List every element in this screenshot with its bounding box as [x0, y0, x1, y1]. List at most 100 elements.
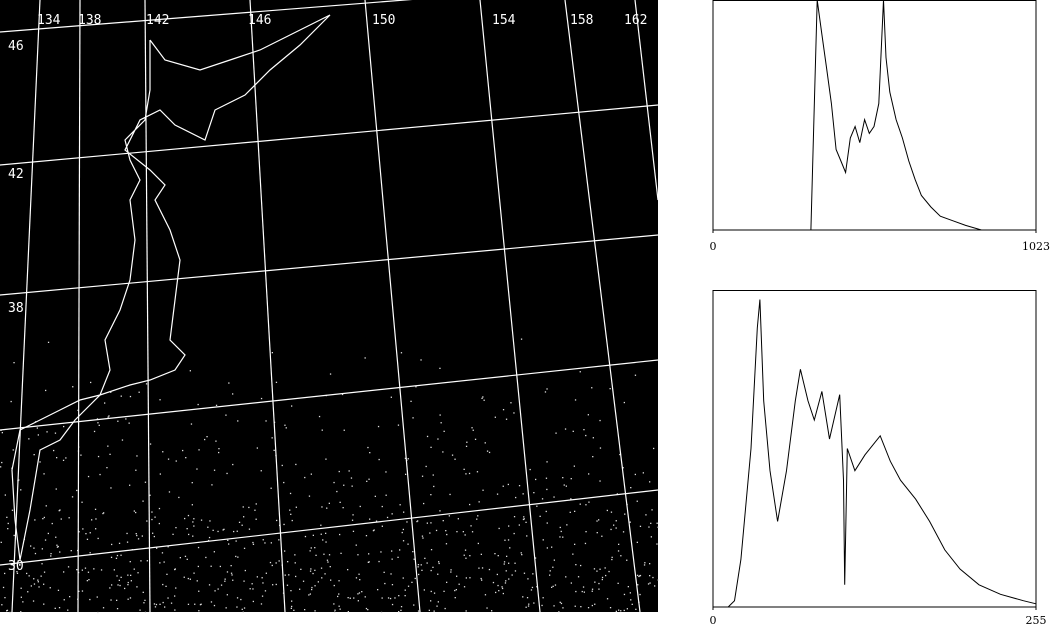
noise-speck [585, 531, 587, 533]
noise-speck [228, 382, 230, 384]
noise-speck [93, 430, 96, 433]
noise-speck [41, 563, 43, 565]
noise-speck [513, 412, 515, 414]
noise-speck [334, 611, 336, 613]
noise-speck [121, 439, 124, 441]
noise-speck [364, 596, 366, 598]
noise-speck [368, 561, 370, 563]
noise-speck [166, 573, 168, 575]
noise-speck [70, 550, 72, 552]
noise-speck [523, 572, 526, 574]
noise-speck [483, 399, 485, 401]
noise-speck [574, 399, 577, 401]
noise-speck [69, 596, 71, 598]
noise-speck [43, 583, 45, 585]
noise-speck [143, 602, 145, 604]
histogram: 0 255 [710, 290, 1047, 627]
noise-speck [309, 593, 311, 595]
noise-speck [153, 535, 155, 538]
noise-speck [84, 567, 87, 569]
noise-speck [528, 603, 530, 605]
noise-speck [559, 536, 561, 538]
noise-speck [643, 564, 646, 566]
noise-speck [67, 566, 70, 568]
noise-speck [617, 582, 619, 584]
noise-speck [364, 357, 366, 359]
noise-speck [422, 537, 424, 539]
noise-speck [41, 548, 43, 550]
noise-speck [563, 484, 565, 486]
noise-speck [6, 516, 8, 518]
noise-speck [314, 547, 316, 549]
noise-speck [551, 586, 553, 588]
noise-speck [369, 518, 371, 520]
histogram-line [713, 299, 1037, 608]
noise-speck [198, 590, 200, 592]
noise-speck [587, 607, 590, 609]
noise-speck [613, 524, 615, 526]
noise-speck [76, 569, 78, 571]
noise-speck [629, 521, 631, 523]
noise-speck [455, 589, 457, 591]
noise-speck [397, 556, 399, 558]
noise-speck [284, 424, 286, 426]
noise-speck [380, 611, 383, 614]
noise-speck [469, 577, 471, 579]
noise-speck [290, 590, 292, 592]
noise-speck [320, 533, 322, 535]
noise-speck [308, 495, 311, 497]
noise-speck [76, 489, 78, 492]
noise-speck [291, 605, 293, 608]
noise-speck [544, 391, 547, 393]
noise-speck [126, 541, 129, 543]
noise-speck [437, 438, 439, 440]
noise-speck [206, 436, 208, 438]
noise-speck [351, 485, 353, 487]
noise-speck [43, 571, 46, 573]
noise-speck [482, 489, 484, 491]
noise-speck [338, 605, 340, 607]
noise-speck [304, 476, 306, 479]
meridian [249, 0, 286, 613]
noise-speck [43, 603, 45, 605]
noise-speck [56, 457, 58, 459]
noise-speck [97, 422, 99, 424]
noise-speck [404, 595, 406, 597]
noise-speck [535, 478, 537, 481]
noise-speck [107, 445, 109, 447]
noise-speck [86, 580, 88, 582]
noise-speck [185, 457, 187, 459]
noise-speck [599, 419, 601, 422]
noise-speck [403, 511, 405, 513]
noise-speck [235, 540, 237, 542]
noise-speck [6, 609, 9, 611]
noise-speck [118, 542, 121, 544]
noise-speck [381, 597, 383, 599]
noise-speck [348, 470, 350, 472]
noise-speck [355, 577, 358, 579]
noise-speck [456, 531, 458, 533]
noise-speck [227, 539, 229, 541]
noise-speck [402, 528, 404, 531]
noise-speck [124, 587, 126, 590]
noise-speck [357, 554, 359, 556]
noise-speck [97, 537, 99, 540]
noise-speck [451, 454, 454, 456]
noise-speck [218, 451, 220, 454]
noise-speck [635, 608, 637, 610]
noise-speck [377, 589, 379, 591]
noise-speck [197, 403, 199, 406]
x-tick-label: 255 [1026, 614, 1047, 627]
noise-speck [560, 602, 563, 605]
noise-speck [37, 581, 39, 583]
noise-speck [424, 557, 426, 559]
noise-speck [656, 543, 658, 545]
noise-speck [58, 510, 60, 512]
noise-speck [119, 584, 121, 587]
noise-speck [242, 611, 244, 613]
noise-speck [271, 437, 273, 439]
meridian [77, 0, 81, 613]
noise-speck [504, 582, 507, 584]
noise-speck [56, 546, 59, 548]
noise-speck [545, 510, 547, 513]
